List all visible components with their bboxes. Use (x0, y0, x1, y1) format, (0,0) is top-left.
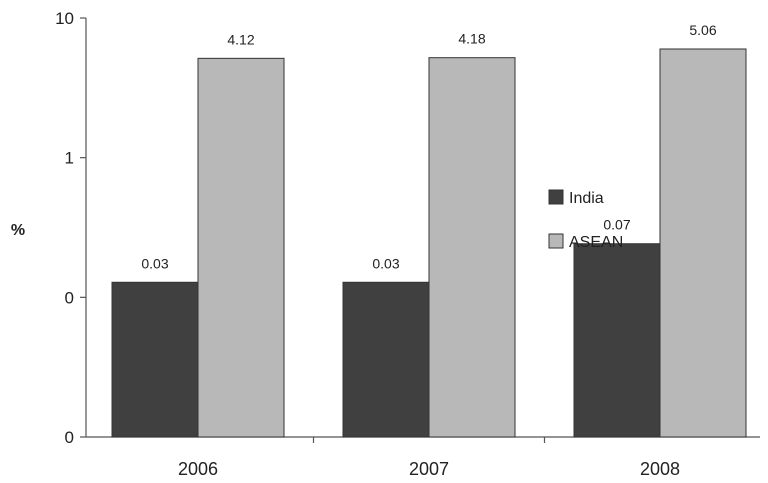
bar-asean-2008 (659, 48, 747, 438)
y-axis-label: % (11, 222, 25, 239)
bar-india-2007 (342, 281, 430, 438)
bar-asean-2006 (197, 57, 285, 438)
legend-swatch-india (548, 189, 564, 205)
data-label: 4.18 (458, 31, 485, 47)
x-tick-label: 2006 (178, 459, 218, 479)
y-tick-label: 0 (65, 428, 74, 447)
y-tick-label: 0 (65, 288, 74, 307)
x-tick-label: 2007 (409, 459, 449, 479)
x-tick-label: 2008 (640, 459, 680, 479)
y-tick-label: 1 (65, 149, 74, 168)
data-label: 4.12 (227, 31, 254, 47)
bars (111, 48, 747, 438)
bar-india-2006 (111, 281, 199, 438)
bar-asean-2007 (428, 57, 516, 438)
legend: India ASEAN (548, 189, 623, 251)
legend-swatch-asean (548, 233, 564, 249)
y-tick-label: 10 (55, 9, 74, 28)
legend-label-india: India (569, 190, 604, 207)
data-label: 0.03 (141, 255, 168, 271)
data-label: 0.03 (372, 255, 399, 271)
data-label: 0.07 (603, 217, 630, 233)
bar-india-2008 (573, 243, 661, 438)
labels: 2006 0.03 4.12 2007 0.03 4.18 2008 0.07 5.06 (141, 22, 716, 479)
data-label: 5.06 (689, 22, 716, 38)
legend-label-asean: ASEAN (569, 234, 623, 251)
